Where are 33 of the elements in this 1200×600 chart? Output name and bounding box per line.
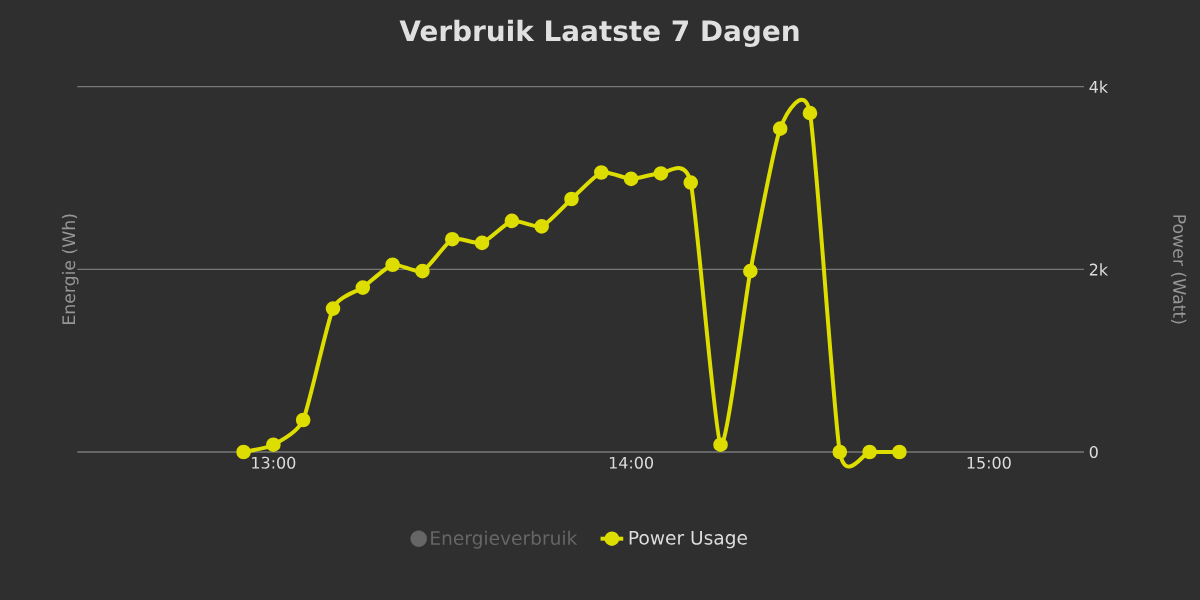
- chart-title: Verbruik Laatste 7 Dagen: [399, 19, 799, 47]
- y2-tick-label: 4k: [1089, 80, 1109, 93]
- point: [802, 105, 818, 121]
- point: [355, 280, 371, 295]
- point: [385, 257, 400, 273]
- point: [236, 444, 251, 460]
- y-axis-title: Energie (Wh): [61, 214, 79, 324]
- point: [534, 219, 549, 234]
- y2-tick-label: 0: [1089, 445, 1098, 459]
- point: [325, 301, 341, 316]
- point: [594, 165, 609, 180]
- point: [474, 235, 490, 251]
- point: [266, 437, 281, 453]
- x-tick-label: 15:00: [967, 456, 1011, 469]
- point: [683, 175, 699, 190]
- x-tick-label: 13:00: [252, 456, 296, 469]
- x-tick-label: 14:00: [609, 456, 654, 469]
- point: [623, 171, 639, 187]
- point: [564, 191, 579, 207]
- point: [415, 263, 430, 279]
- point: [444, 231, 460, 247]
- point: [743, 263, 758, 279]
- point: [653, 166, 669, 181]
- point: [295, 412, 311, 428]
- point: [892, 444, 907, 460]
- y2-tick-label: 2k: [1089, 263, 1109, 276]
- y2-axis-title: Power (Watt): [1171, 215, 1187, 324]
- legend-label: Power Usage: [629, 530, 747, 549]
- point: [504, 213, 520, 229]
- point: [832, 444, 848, 460]
- point: [862, 444, 877, 460]
- point: [772, 121, 788, 136]
- point: [713, 437, 728, 453]
